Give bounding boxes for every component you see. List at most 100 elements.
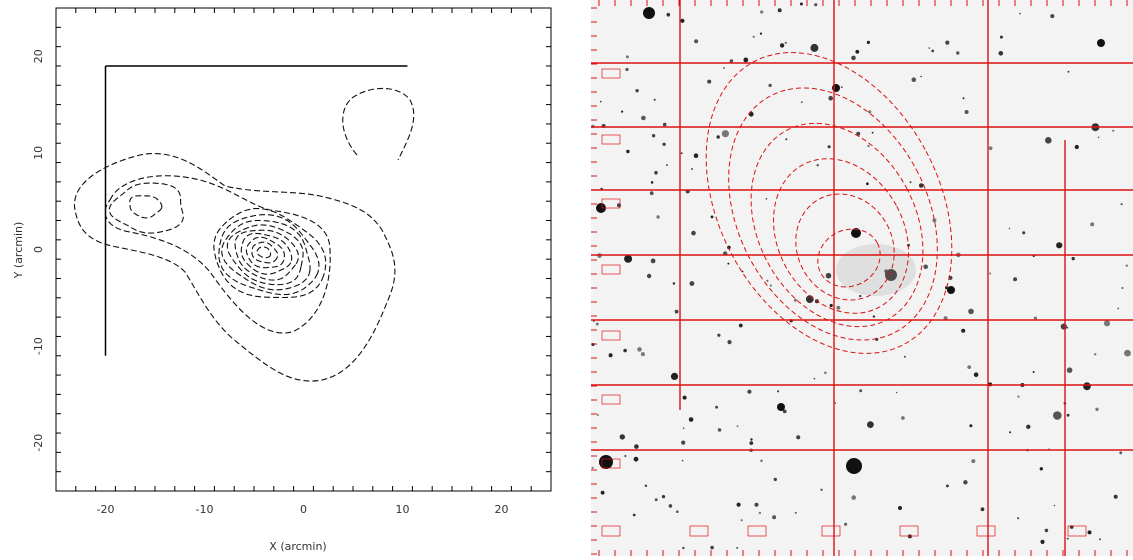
overlay-contour-level <box>728 87 938 341</box>
star <box>1060 323 1067 330</box>
contour-core-level <box>218 214 320 296</box>
x-tick-label: 0 <box>300 503 307 516</box>
star <box>625 67 629 72</box>
star <box>1117 307 1120 310</box>
star <box>649 191 654 196</box>
y-tick-label: -10 <box>32 337 45 355</box>
star <box>721 130 729 138</box>
star <box>851 495 856 500</box>
star <box>727 340 732 345</box>
star <box>907 534 912 539</box>
star <box>945 40 950 45</box>
star <box>1026 424 1031 429</box>
star <box>1053 504 1056 507</box>
star <box>661 495 666 499</box>
star <box>800 101 803 104</box>
star <box>736 502 741 507</box>
star <box>621 110 624 113</box>
star <box>595 322 599 326</box>
star <box>596 414 599 416</box>
bright-star <box>596 203 606 213</box>
star <box>674 309 679 314</box>
star <box>824 371 827 375</box>
contour-core-level <box>221 219 311 291</box>
star <box>898 506 902 510</box>
tick-labels-group: -20 -10 0 10 20 20 10 0 -10 -20 <box>32 49 509 516</box>
dec-label-marker <box>601 394 621 405</box>
star <box>964 110 969 114</box>
ra-label-marker <box>689 525 709 537</box>
star <box>840 86 843 88</box>
star <box>752 35 755 38</box>
star <box>1044 528 1049 533</box>
star <box>653 98 656 101</box>
star <box>626 149 630 154</box>
contour-group <box>73 87 415 382</box>
contour-plot: -20 -10 0 10 20 20 10 0 -10 -20 X (arcmin) Y (arc… <box>12 7 552 553</box>
star <box>868 110 872 114</box>
coordinate-labels <box>601 68 1087 537</box>
overlay-contour-level <box>817 228 881 288</box>
star <box>836 305 841 310</box>
star <box>736 546 739 549</box>
star <box>754 502 759 507</box>
star <box>654 498 658 502</box>
star <box>760 10 764 14</box>
contour-secondary-level <box>108 182 184 234</box>
x-tick-label: -10 <box>196 503 214 516</box>
star <box>1090 222 1095 227</box>
star <box>1040 539 1045 545</box>
star <box>784 41 787 45</box>
star <box>999 35 1003 39</box>
contour-core-level <box>226 224 304 286</box>
star <box>619 434 625 440</box>
star <box>1125 264 1128 267</box>
star <box>1067 70 1070 73</box>
contour-secondary-level <box>129 195 163 219</box>
overlay-contour-level <box>750 122 924 328</box>
star <box>971 459 976 464</box>
ra-label-marker <box>747 525 767 537</box>
star <box>651 134 656 138</box>
star <box>758 511 762 515</box>
star <box>681 459 684 462</box>
star <box>1112 129 1115 132</box>
star <box>969 424 973 428</box>
star <box>1019 12 1021 15</box>
star <box>998 51 1004 56</box>
star <box>820 488 823 491</box>
star <box>633 456 639 462</box>
star <box>829 303 833 308</box>
star <box>681 440 686 445</box>
star <box>1033 316 1037 320</box>
star <box>738 323 743 328</box>
star <box>973 372 979 378</box>
star <box>691 168 693 170</box>
star <box>782 409 787 414</box>
star <box>920 75 922 78</box>
star <box>715 405 718 409</box>
star <box>866 182 869 186</box>
star <box>641 115 646 121</box>
bright-star <box>846 458 862 474</box>
star <box>867 421 874 428</box>
star <box>1099 538 1101 541</box>
star <box>710 215 714 219</box>
star <box>793 298 797 302</box>
star <box>1103 320 1111 327</box>
bright-star <box>1097 39 1105 47</box>
star <box>961 328 966 333</box>
bright-star <box>832 84 840 92</box>
star <box>717 428 722 432</box>
star <box>743 57 749 63</box>
overlay-contour-level <box>773 158 909 314</box>
optical-image-panel <box>591 0 1133 556</box>
star <box>693 153 699 158</box>
bright-star <box>643 7 655 19</box>
star <box>625 55 629 59</box>
star <box>644 484 648 487</box>
star <box>600 490 605 495</box>
star <box>676 510 679 513</box>
star <box>834 402 836 404</box>
star <box>796 435 801 440</box>
